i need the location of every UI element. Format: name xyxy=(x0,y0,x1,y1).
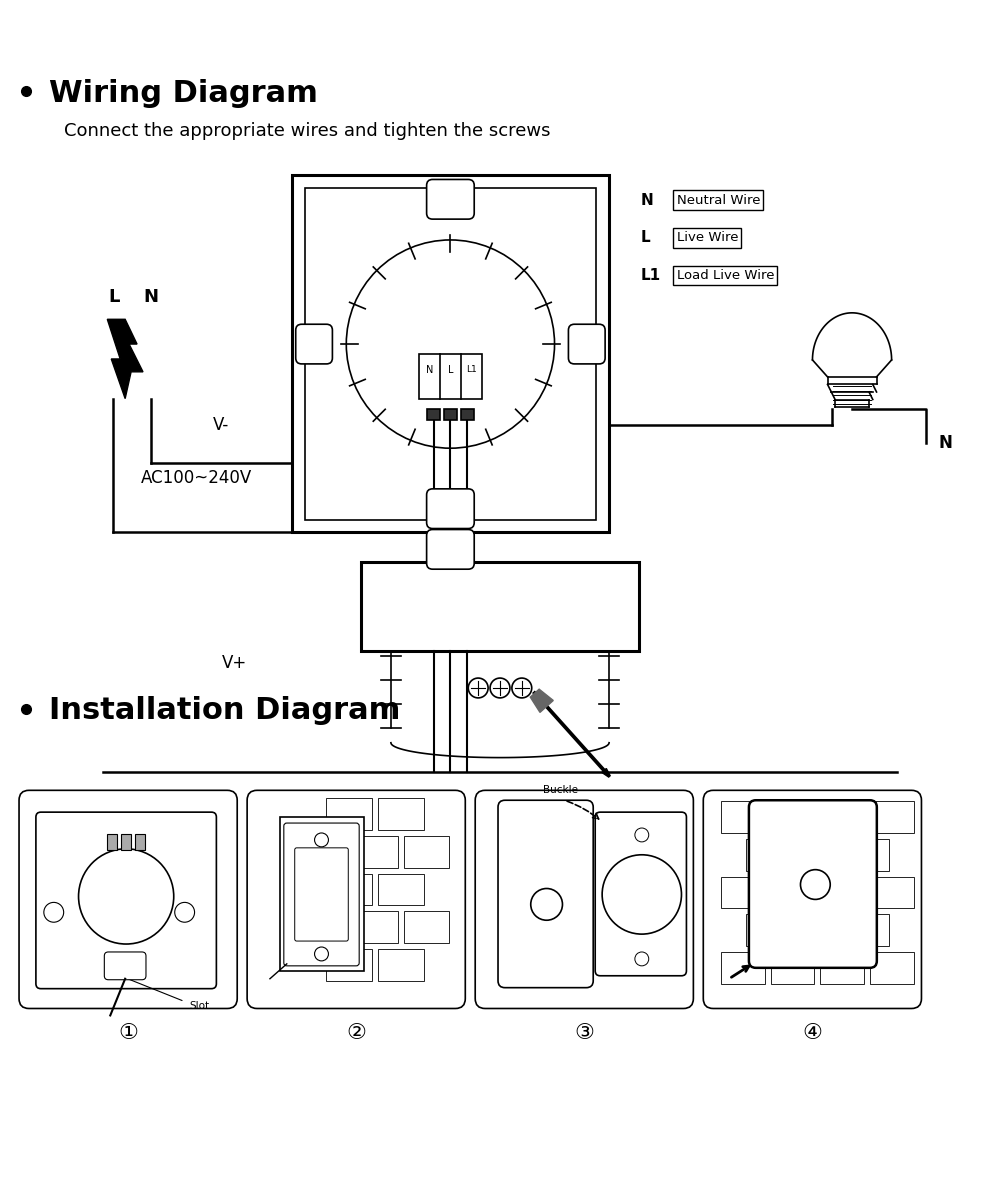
Text: Installation Diagram: Installation Diagram xyxy=(49,696,400,726)
FancyBboxPatch shape xyxy=(296,324,332,364)
FancyBboxPatch shape xyxy=(305,188,596,520)
FancyBboxPatch shape xyxy=(280,817,364,970)
FancyBboxPatch shape xyxy=(419,353,482,398)
FancyBboxPatch shape xyxy=(595,812,686,976)
FancyBboxPatch shape xyxy=(870,877,914,908)
Text: ②: ② xyxy=(346,1024,366,1044)
FancyBboxPatch shape xyxy=(295,847,348,941)
FancyBboxPatch shape xyxy=(135,834,145,850)
Text: Connect the appropriate wires and tighten the screws: Connect the appropriate wires and tighte… xyxy=(64,122,550,139)
FancyBboxPatch shape xyxy=(498,800,593,988)
FancyBboxPatch shape xyxy=(796,915,839,946)
Text: N: N xyxy=(426,364,433,375)
Text: N: N xyxy=(938,434,952,453)
FancyBboxPatch shape xyxy=(870,952,914,983)
FancyBboxPatch shape xyxy=(326,949,372,981)
Polygon shape xyxy=(107,319,143,398)
Text: V-: V- xyxy=(212,416,229,435)
FancyBboxPatch shape xyxy=(404,911,449,943)
FancyBboxPatch shape xyxy=(19,791,237,1008)
FancyBboxPatch shape xyxy=(746,839,790,871)
Text: L: L xyxy=(641,230,650,246)
Text: Wiring Diagram: Wiring Diagram xyxy=(49,79,318,108)
Text: N: N xyxy=(143,288,158,306)
Text: Slot: Slot xyxy=(190,1000,210,1011)
FancyBboxPatch shape xyxy=(870,801,914,833)
Text: V+: V+ xyxy=(222,655,248,673)
FancyBboxPatch shape xyxy=(378,798,424,830)
FancyBboxPatch shape xyxy=(427,489,474,528)
FancyBboxPatch shape xyxy=(721,801,765,833)
FancyBboxPatch shape xyxy=(746,915,790,946)
FancyBboxPatch shape xyxy=(121,834,131,850)
Polygon shape xyxy=(530,689,553,713)
FancyBboxPatch shape xyxy=(352,836,398,868)
Text: ①: ① xyxy=(118,1024,138,1044)
FancyBboxPatch shape xyxy=(352,911,398,943)
FancyBboxPatch shape xyxy=(796,839,839,871)
FancyBboxPatch shape xyxy=(378,949,424,981)
FancyBboxPatch shape xyxy=(461,409,474,421)
FancyBboxPatch shape xyxy=(721,952,765,983)
Text: Neutral Wire: Neutral Wire xyxy=(677,194,760,207)
Text: L: L xyxy=(108,288,120,306)
Text: L1: L1 xyxy=(466,365,477,375)
Text: N: N xyxy=(641,193,654,208)
Text: AC100~240V: AC100~240V xyxy=(141,469,252,487)
FancyBboxPatch shape xyxy=(721,877,765,908)
FancyBboxPatch shape xyxy=(703,791,921,1008)
FancyBboxPatch shape xyxy=(475,791,693,1008)
FancyBboxPatch shape xyxy=(820,877,864,908)
FancyBboxPatch shape xyxy=(771,877,814,908)
FancyBboxPatch shape xyxy=(326,873,372,905)
FancyBboxPatch shape xyxy=(247,791,465,1008)
Text: Live Wire: Live Wire xyxy=(677,232,738,245)
FancyBboxPatch shape xyxy=(749,800,877,968)
Polygon shape xyxy=(602,768,610,777)
FancyBboxPatch shape xyxy=(845,839,889,871)
Text: ④: ④ xyxy=(802,1024,822,1044)
FancyBboxPatch shape xyxy=(361,563,639,651)
FancyBboxPatch shape xyxy=(284,823,359,966)
FancyBboxPatch shape xyxy=(427,180,474,219)
Text: Load Live Wire: Load Live Wire xyxy=(677,269,774,282)
Text: Buckle: Buckle xyxy=(543,785,578,795)
FancyBboxPatch shape xyxy=(771,801,814,833)
FancyBboxPatch shape xyxy=(36,812,216,988)
Text: ③: ③ xyxy=(574,1024,594,1044)
FancyBboxPatch shape xyxy=(568,324,605,364)
FancyBboxPatch shape xyxy=(444,409,457,421)
Text: L: L xyxy=(448,364,453,375)
FancyBboxPatch shape xyxy=(292,175,609,533)
FancyBboxPatch shape xyxy=(326,798,372,830)
FancyBboxPatch shape xyxy=(820,801,864,833)
FancyBboxPatch shape xyxy=(820,952,864,983)
FancyBboxPatch shape xyxy=(845,915,889,946)
FancyBboxPatch shape xyxy=(378,873,424,905)
FancyBboxPatch shape xyxy=(107,834,117,850)
FancyBboxPatch shape xyxy=(771,952,814,983)
Text: L1: L1 xyxy=(641,268,661,284)
FancyBboxPatch shape xyxy=(427,530,474,570)
FancyBboxPatch shape xyxy=(104,952,146,980)
FancyBboxPatch shape xyxy=(427,409,440,421)
FancyBboxPatch shape xyxy=(404,836,449,868)
